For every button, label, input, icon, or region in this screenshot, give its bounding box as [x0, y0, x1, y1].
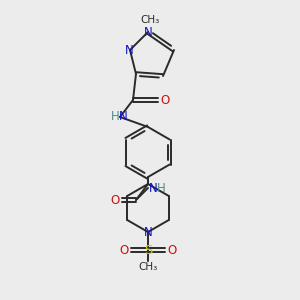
Text: N: N	[144, 226, 152, 238]
Text: O: O	[119, 244, 129, 256]
Text: N: N	[124, 44, 134, 56]
Text: O: O	[160, 94, 169, 106]
Text: S: S	[144, 244, 152, 256]
Text: N: N	[118, 110, 127, 124]
Text: N: N	[144, 26, 152, 38]
Text: O: O	[167, 244, 177, 256]
Text: H: H	[157, 182, 165, 194]
Text: CH₃: CH₃	[140, 15, 160, 25]
Text: CH₃: CH₃	[138, 262, 158, 272]
Text: H: H	[111, 110, 119, 124]
Text: O: O	[110, 194, 120, 206]
Text: N: N	[148, 182, 158, 194]
